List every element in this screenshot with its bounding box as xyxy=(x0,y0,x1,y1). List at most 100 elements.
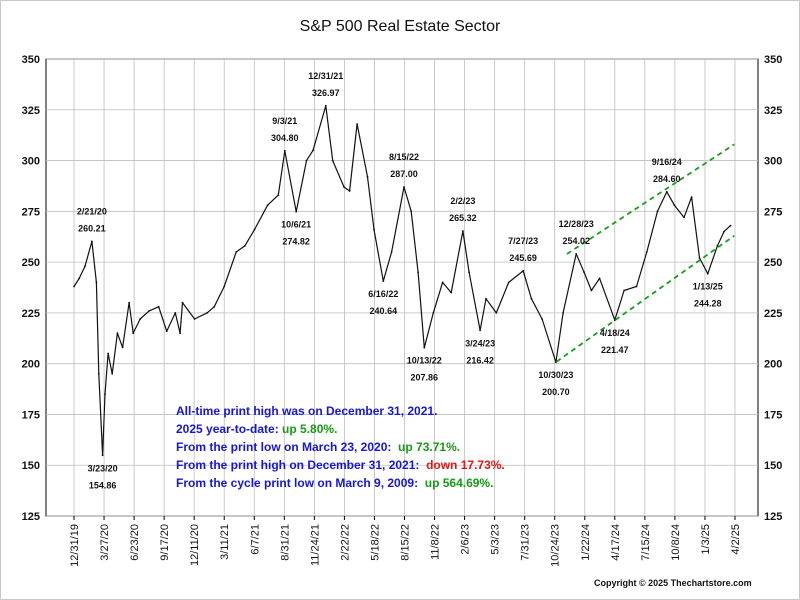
data-point xyxy=(583,271,585,274)
x-tick-label: 7/15/24 xyxy=(640,524,652,561)
data-point xyxy=(174,312,177,314)
x-tick-label: 5/18/22 xyxy=(369,524,381,561)
y-tick-label-right: 125 xyxy=(764,511,782,523)
y-tick-label-left: 350 xyxy=(22,54,40,66)
note-line: 2025 year-to-date: up 5.80%. xyxy=(176,420,505,438)
annotation-date: 10/13/22 xyxy=(407,356,442,366)
data-point xyxy=(312,149,314,152)
annotation-value: 284.60 xyxy=(653,174,681,184)
note-segment: up 564.69%. xyxy=(424,476,494,490)
note-line: From the print high on December 31, 2021… xyxy=(176,456,505,474)
data-point xyxy=(343,186,345,188)
note-segment: up 5.80%. xyxy=(282,422,338,436)
copyright: Copyright © 2025 Thechartstore.com xyxy=(594,578,752,588)
note-segment: down 17.73%. xyxy=(426,458,505,472)
data-point xyxy=(243,245,246,247)
data-point xyxy=(95,281,98,284)
annotations: 2/21/20 260.21 3/23/20 154.86 9/3/21 304.80 10… xyxy=(77,71,723,491)
data-point xyxy=(690,196,693,199)
y-tick-label-right: 200 xyxy=(764,359,782,371)
x-axis: 12/31/19 3/27/20 6/23/20 9/17/20 12/11/20 3/1… xyxy=(69,516,742,567)
note-segment: All-time print high was on December 31, … xyxy=(176,404,438,418)
annotation-value: 274.82 xyxy=(282,237,310,247)
y-tick-label-left: 125 xyxy=(22,511,40,523)
data-point xyxy=(73,285,75,288)
y-tick-label-right: 325 xyxy=(764,105,782,117)
data-point xyxy=(223,285,226,288)
data-point xyxy=(441,281,444,284)
annotation-date: 9/3/21 xyxy=(272,116,297,126)
data-point xyxy=(253,228,256,231)
data-point xyxy=(348,190,351,192)
data-point xyxy=(213,305,216,308)
annotation-date: 3/24/23 xyxy=(465,338,495,348)
y-axis: 125 125 150 150 175 175 200 200 225 225 250 250 275 2… xyxy=(22,54,783,523)
note-line: From the print low on March 23, 2020: up… xyxy=(176,438,505,456)
note-segment: up 73.71%. xyxy=(398,440,461,454)
data-point xyxy=(623,289,625,292)
x-tick-label: 4/17/24 xyxy=(610,524,622,561)
data-point xyxy=(382,280,385,282)
annotation-value: 265.32 xyxy=(449,213,477,223)
data-point xyxy=(266,204,269,207)
annotation-value: 304.80 xyxy=(271,133,299,143)
data-point xyxy=(295,210,298,213)
x-tick-label: 12/11/20 xyxy=(189,524,201,566)
x-tick-label: 12/31/19 xyxy=(69,524,81,567)
note-segment: From the print low on March 23, 2020: xyxy=(176,440,399,454)
x-tick-label: 2/22/22 xyxy=(339,524,351,561)
data-point xyxy=(78,277,81,280)
x-tick-label: 10/8/24 xyxy=(670,524,682,561)
annotation-date: 7/27/23 xyxy=(508,236,538,246)
note-line: From the cycle print low on March 9, 200… xyxy=(176,474,505,492)
x-tick-label: 3/11/21 xyxy=(219,524,231,560)
x-tick-label: 8/15/22 xyxy=(400,524,412,561)
data-point xyxy=(698,257,701,259)
y-tick-label-left: 225 xyxy=(22,308,40,320)
data-point xyxy=(305,159,308,162)
data-point xyxy=(462,230,464,232)
data-point xyxy=(91,240,93,243)
annotation-value: 154.86 xyxy=(89,480,117,490)
data-point xyxy=(277,194,280,197)
data-point xyxy=(575,253,578,255)
data-point xyxy=(97,372,100,375)
annotation-date: 10/30/23 xyxy=(538,370,573,380)
chart-title: S&P 500 Real Estate Sector xyxy=(299,18,501,35)
data-point xyxy=(165,330,168,333)
data-point xyxy=(121,346,124,349)
x-tick-label: 6/7/21 xyxy=(249,524,261,555)
data-point xyxy=(410,210,413,213)
data-point xyxy=(373,228,375,231)
note-line: All-time print high was on December 31, … xyxy=(176,402,505,420)
data-point xyxy=(181,301,184,304)
note-segment: From the print high on December 31, 2021… xyxy=(176,458,427,472)
trend-channel-lower xyxy=(556,234,735,363)
annotation-value: 200.70 xyxy=(542,387,570,397)
x-tick-label: 1/3/25 xyxy=(700,524,712,555)
data-point xyxy=(729,224,732,227)
y-tick-label-left: 300 xyxy=(22,156,40,168)
data-point xyxy=(132,332,135,335)
x-tick-label: 1/22/24 xyxy=(580,524,592,561)
annotation-date: 12/31/21 xyxy=(308,71,343,81)
annotation-date: 10/6/21 xyxy=(281,220,311,230)
data-point xyxy=(206,312,208,314)
x-tick-label: 6/23/20 xyxy=(129,524,141,561)
annotation-value: 221.47 xyxy=(601,345,629,355)
data-point xyxy=(84,265,86,268)
data-point xyxy=(645,251,648,253)
y-tick-label-right: 225 xyxy=(764,308,782,320)
y-tick-label-right: 275 xyxy=(764,206,782,218)
data-point xyxy=(562,312,564,314)
data-point xyxy=(635,285,638,288)
data-point xyxy=(179,332,182,335)
data-point xyxy=(148,310,151,312)
x-tick-label: 2/6/23 xyxy=(460,524,472,555)
data-point xyxy=(656,210,659,213)
trend-channel xyxy=(556,143,735,363)
annotation-date: 3/23/20 xyxy=(88,463,118,473)
data-point xyxy=(479,329,481,332)
y-tick-label-right: 150 xyxy=(764,460,782,472)
data-point xyxy=(104,393,106,395)
